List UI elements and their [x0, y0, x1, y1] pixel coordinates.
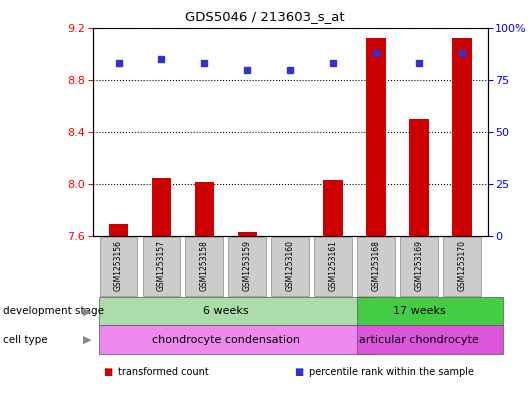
- Text: 6 weeks: 6 weeks: [203, 306, 249, 316]
- FancyBboxPatch shape: [357, 237, 395, 296]
- Text: development stage: development stage: [3, 306, 104, 316]
- Text: GSM1253160: GSM1253160: [286, 240, 295, 291]
- Text: percentile rank within the sample: percentile rank within the sample: [309, 367, 474, 377]
- FancyBboxPatch shape: [99, 325, 374, 354]
- FancyBboxPatch shape: [357, 325, 502, 354]
- FancyBboxPatch shape: [99, 297, 374, 325]
- Text: transformed count: transformed count: [118, 367, 209, 377]
- Text: chondrocyte condensation: chondrocyte condensation: [152, 334, 300, 345]
- FancyBboxPatch shape: [357, 297, 502, 325]
- Text: GSM1253159: GSM1253159: [243, 240, 252, 291]
- FancyBboxPatch shape: [186, 237, 223, 296]
- Text: ▶: ▶: [83, 306, 92, 316]
- FancyBboxPatch shape: [314, 237, 352, 296]
- Text: GSM1253156: GSM1253156: [114, 240, 123, 291]
- FancyBboxPatch shape: [271, 237, 309, 296]
- Text: 17 weeks: 17 weeks: [393, 306, 445, 316]
- Text: GSM1253157: GSM1253157: [157, 240, 166, 291]
- FancyBboxPatch shape: [228, 237, 266, 296]
- FancyBboxPatch shape: [100, 237, 137, 296]
- Bar: [452, 39, 472, 236]
- Text: GDS5046 / 213603_s_at: GDS5046 / 213603_s_at: [185, 10, 345, 23]
- Text: GSM1253169: GSM1253169: [414, 240, 423, 291]
- Text: GSM1253158: GSM1253158: [200, 240, 209, 291]
- Bar: [366, 39, 386, 236]
- Text: articular chondrocyte: articular chondrocyte: [359, 334, 479, 345]
- Text: cell type: cell type: [3, 334, 47, 345]
- Bar: [323, 180, 343, 236]
- Text: ■: ■: [103, 367, 112, 377]
- FancyBboxPatch shape: [400, 237, 438, 296]
- Text: ▶: ▶: [83, 334, 92, 345]
- Bar: [109, 224, 128, 236]
- Text: GSM1253168: GSM1253168: [372, 240, 381, 291]
- Bar: [195, 182, 214, 236]
- FancyBboxPatch shape: [443, 237, 481, 296]
- Text: ■: ■: [294, 367, 303, 377]
- Text: GSM1253161: GSM1253161: [329, 240, 338, 291]
- Text: GSM1253170: GSM1253170: [457, 240, 466, 291]
- Bar: [152, 178, 171, 236]
- Bar: [237, 232, 257, 236]
- FancyBboxPatch shape: [143, 237, 180, 296]
- Bar: [409, 119, 429, 236]
